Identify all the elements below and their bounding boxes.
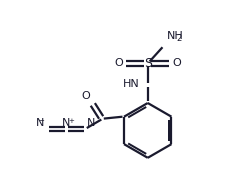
Text: −: − bbox=[39, 118, 44, 124]
Text: NH: NH bbox=[167, 31, 184, 41]
Text: N: N bbox=[36, 118, 44, 128]
Text: +: + bbox=[68, 118, 74, 124]
Text: N: N bbox=[62, 118, 70, 128]
Text: O: O bbox=[114, 58, 123, 68]
Text: O: O bbox=[172, 58, 181, 68]
Text: S: S bbox=[144, 57, 152, 70]
Text: HN: HN bbox=[122, 79, 139, 89]
Text: N: N bbox=[87, 118, 95, 128]
Text: O: O bbox=[81, 91, 90, 101]
Text: 2: 2 bbox=[177, 34, 182, 43]
